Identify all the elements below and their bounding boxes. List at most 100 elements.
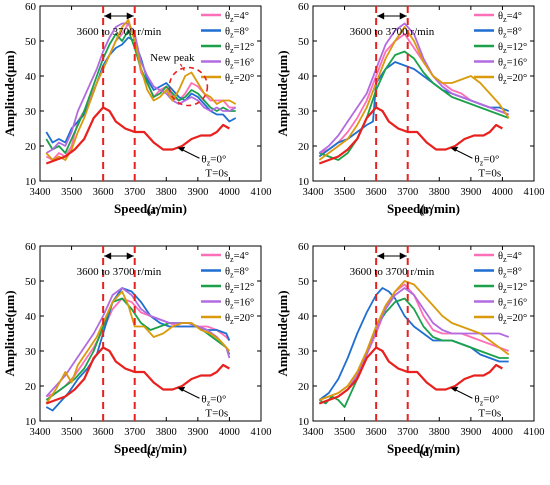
series-line — [318, 287, 509, 401]
baseline-theta-label: θz=0° — [201, 393, 226, 407]
y-tick-label: 40 — [298, 311, 310, 323]
y-tick-label: 20 — [25, 141, 37, 153]
range-label: 3600 to 3700 r/min — [350, 266, 435, 278]
y-tick-label: 40 — [298, 71, 310, 83]
chart-panel: 3400 3500 3600 3700 3800 3900 4000 4100 10 20 30 40… — [2, 241, 272, 459]
legend-label: θz=16° — [225, 58, 254, 71]
baseline-arrowhead — [450, 146, 459, 152]
y-tick-label: 10 — [298, 416, 310, 428]
y-tick-label: 50 — [25, 276, 37, 288]
legend-label: θz=4° — [498, 251, 522, 264]
y-tick-label: 30 — [298, 106, 310, 118]
y-tick-label: 40 — [25, 311, 37, 323]
legend-label: θz=4° — [225, 11, 249, 24]
baseline-arrowhead — [177, 146, 186, 152]
y-tick-label: 30 — [298, 346, 310, 358]
range-label: 3600 to 3700 r/min — [77, 26, 162, 38]
x-tick-label: 4000 — [219, 427, 240, 438]
series-line — [318, 22, 510, 154]
legend-label: θz=12° — [498, 282, 527, 295]
series-line — [45, 287, 231, 398]
x-tick-label: 3700 — [124, 187, 145, 198]
y-tick-label: 20 — [25, 381, 37, 393]
baseline-time-label: T=0s — [478, 407, 501, 419]
series-line — [318, 26, 510, 161]
plot-frame — [39, 5, 262, 182]
x-tick-label: 3900 — [187, 427, 208, 438]
x-tick-label: 4000 — [492, 427, 513, 438]
series-line — [45, 287, 231, 412]
series-line — [45, 19, 237, 161]
legend-label: θz=8° — [225, 267, 249, 280]
plot-frame — [312, 5, 535, 182]
panel-label: (c) — [147, 447, 160, 459]
series-line — [318, 346, 503, 405]
series-line — [45, 22, 237, 154]
baseline-arrowhead — [177, 386, 186, 392]
plot-frame — [39, 245, 262, 422]
legend-label: θz=20° — [498, 73, 527, 86]
legend-label: θz=12° — [225, 42, 254, 55]
x-tick-label: 3800 — [156, 187, 177, 198]
x-tick-label: 3800 — [429, 187, 450, 198]
legend-label: θz=12° — [498, 42, 527, 55]
x-axis-label: Speed(r/min) — [387, 201, 460, 216]
legend-label: θz=8° — [498, 27, 522, 40]
y-tick-label: 20 — [298, 141, 310, 153]
range-arrowhead-right — [399, 12, 407, 20]
x-tick-label: 4100 — [251, 427, 272, 438]
baseline-theta-label: θz=0° — [474, 393, 499, 407]
y-tick-label: 50 — [25, 36, 37, 48]
baseline-arrow — [454, 388, 473, 399]
legend-label: θz=8° — [498, 267, 522, 280]
x-tick-label: 3900 — [460, 427, 481, 438]
range-label: 3600 to 3700 r/min — [77, 266, 162, 278]
y-tick-label: 40 — [25, 71, 37, 83]
x-tick-label: 3800 — [429, 427, 450, 438]
x-tick-label: 4100 — [524, 427, 545, 438]
y-tick-label: 10 — [25, 176, 37, 188]
series-line — [318, 297, 509, 408]
x-tick-label: 3500 — [334, 187, 355, 198]
legend-label: θz=12° — [225, 282, 254, 295]
baseline-arrow — [181, 148, 200, 159]
x-tick-label: 3900 — [187, 187, 208, 198]
y-tick-label: 60 — [298, 241, 310, 253]
range-arrowhead-right — [399, 252, 407, 260]
panel-label: (d) — [419, 447, 433, 459]
baseline-time-label: T=0s — [205, 407, 228, 419]
baseline-arrow — [181, 388, 200, 399]
chart-panel: 3400 3500 3600 3700 3800 3900 4000 4100 10 20 30 40… — [275, 1, 545, 217]
legend-label: θz=16° — [498, 58, 527, 71]
baseline-time-label: T=0s — [478, 167, 501, 179]
y-tick-label: 50 — [298, 36, 310, 48]
y-tick-label: 20 — [298, 381, 310, 393]
x-tick-label: 3900 — [460, 187, 481, 198]
x-tick-label: 3800 — [156, 427, 177, 438]
legend-label: θz=4° — [498, 11, 522, 24]
legend-label: θz=16° — [498, 298, 527, 311]
x-tick-label: 3400 — [30, 187, 51, 198]
chart-panel: 3400 3500 3600 3700 3800 3900 4000 4100 10 20 30 40… — [275, 241, 545, 459]
x-axis-label: Speed(r/min) — [114, 201, 187, 216]
range-arrowhead-right — [126, 252, 134, 260]
baseline-theta-label: θz=0° — [201, 153, 226, 167]
y-axis-label: Amplitude(μm) — [2, 290, 17, 376]
series-line — [45, 106, 230, 165]
range-arrowhead-left — [104, 252, 112, 260]
series-line — [318, 280, 510, 401]
x-tick-label: 3600 — [93, 187, 114, 198]
y-tick-label: 60 — [25, 1, 37, 13]
series-line — [45, 290, 231, 405]
panel-label: (a) — [147, 205, 160, 217]
legend-label: θz=20° — [225, 313, 254, 326]
y-tick-label: 50 — [298, 276, 310, 288]
x-axis-label: Speed(r/min) — [114, 441, 187, 456]
series-line — [45, 346, 230, 405]
x-tick-label: 3500 — [61, 427, 82, 438]
y-tick-label: 60 — [298, 1, 310, 13]
x-tick-label: 3700 — [124, 427, 145, 438]
range-label: 3600 to 3700 r/min — [350, 26, 435, 38]
panel-label: (b) — [419, 205, 433, 217]
